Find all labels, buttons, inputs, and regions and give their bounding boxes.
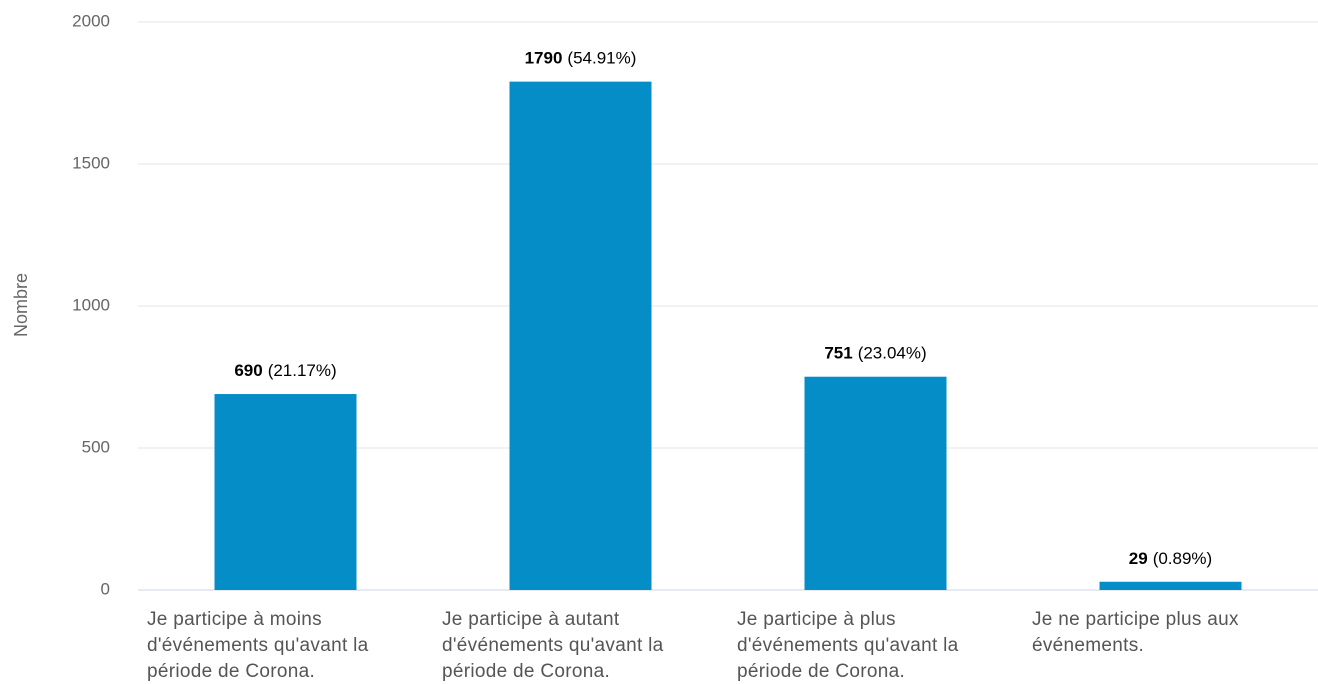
x-tick-label-line: période de Corona. [147,661,315,682]
x-tick-label-line: Je participe à autant [442,609,620,630]
data-label-value: 29 [1129,549,1148,568]
data-label: 1790 (54.91%) [525,49,637,68]
y-tick-label: 0 [101,579,110,598]
data-label-percent: (23.04%) [858,344,927,363]
data-label-percent: (0.89%) [1153,549,1213,568]
data-label-value: 690 [234,362,262,381]
x-tick-label: Je ne participe plus aux événements. [1032,609,1239,656]
x-tick-label-line: Je participe à plus [737,609,896,630]
y-axis-label: Nombre [11,273,31,337]
bar [509,81,652,590]
x-tick-label: Je participe à moins d'événements qu'avan… [147,609,369,682]
bar [1099,581,1242,590]
bar [214,394,357,590]
x-tick-label-line: Je participe à moins [147,609,322,630]
y-tick-label: 500 [82,437,110,456]
x-tick-label-line: événements. [1032,635,1144,656]
y-tick-label: 1000 [72,295,110,314]
bar [804,376,947,590]
data-label-value: 751 [824,344,852,363]
data-label: 690 (21.17%) [234,362,336,381]
data-label-percent: (21.17%) [268,362,337,381]
x-tick-label-line: Je ne participe plus aux [1032,609,1239,630]
data-label-percent: (54.91%) [567,49,636,68]
x-tick-label-line: d'événements qu'avant la [737,635,959,656]
x-tick-label-line: période de Corona. [737,661,905,682]
x-tick-label: Je participe à plus d'événements qu'avant… [737,609,959,682]
x-tick-label-line: période de Corona. [442,661,610,682]
x-tick-label-line: d'événements qu'avant la [147,635,369,656]
data-label: 751 (23.04%) [824,344,926,363]
y-tick-label: 2000 [72,11,110,30]
x-tick-label: Je participe à autant d'événements qu'ava… [442,609,664,682]
data-label-value: 1790 [525,49,563,68]
y-tick-label: 1500 [72,153,110,172]
data-label: 29 (0.89%) [1129,549,1212,568]
x-tick-label-line: d'événements qu'avant la [442,635,664,656]
